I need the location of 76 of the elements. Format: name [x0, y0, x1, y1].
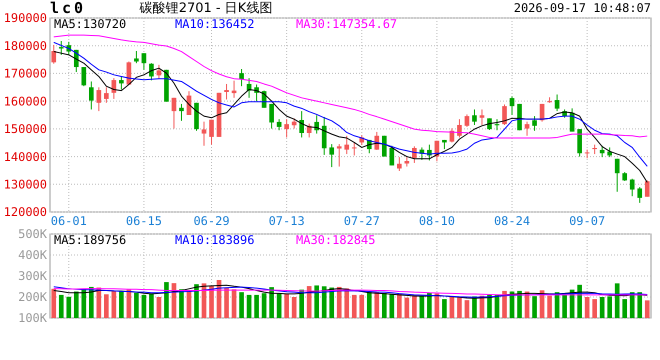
candlestick [644, 180, 650, 198]
candlestick [472, 108, 477, 126]
candlestick [149, 62, 154, 81]
y-tick-label: 190000 [4, 11, 47, 26]
candlestick [134, 50, 139, 64]
candlestick [119, 76, 124, 90]
candlestick [172, 97, 176, 130]
candlestick [464, 114, 470, 128]
candlestick [457, 118, 462, 138]
candlestick [104, 86, 109, 104]
candlestick [209, 119, 214, 146]
x-tick-label: 08-10 [418, 214, 455, 228]
y-tick-label: 150000 [4, 122, 47, 136]
text: MA5:189756 [54, 233, 126, 247]
candlestick [352, 142, 357, 156]
text: MA30:147354.67 [296, 17, 398, 31]
x-tick-label: 09-07 [569, 214, 606, 228]
x-tick-label: 07-13 [268, 214, 305, 228]
candlestick [276, 118, 282, 131]
candlestick [322, 116, 327, 156]
candlestick [88, 80, 94, 110]
y-tick-label: 170000 [4, 66, 47, 81]
y-tick-label: 160000 [4, 94, 47, 108]
candlestick [404, 156, 410, 168]
y-tick-label: 130000 [4, 177, 47, 192]
y-tick-label: 400K [18, 248, 48, 262]
candlestick [232, 80, 236, 98]
candlestick [284, 118, 289, 138]
text: MA10:136452 [175, 17, 254, 31]
candlestick [524, 121, 530, 136]
x-tick-label: 07-27 [344, 214, 380, 228]
y-tick-label: 120000 [4, 205, 47, 220]
candlestick [142, 52, 146, 70]
chart-title: 碳酸锂2701 - 日K线图 [138, 1, 272, 16]
text: MA10:183896 [175, 233, 254, 247]
text: MA30:182845 [296, 233, 376, 247]
line-series [53, 288, 648, 296]
x-tick-label: 08-24 [494, 214, 530, 228]
y-tick-label: 500K [18, 227, 48, 242]
candlestick [510, 96, 514, 116]
candlestick [607, 146, 612, 158]
line-series [53, 42, 648, 167]
y-tick-label: 140000 [4, 150, 47, 164]
candlestick [81, 66, 86, 87]
candlestick [532, 116, 537, 132]
candlestick [51, 44, 56, 64]
text: 2026-09-17 10:48:07 [514, 1, 651, 15]
candlestick [156, 64, 162, 80]
candlestick [292, 118, 296, 130]
candlestick [202, 121, 206, 146]
series-label: MA5:130720 [54, 17, 126, 31]
candlestick [96, 86, 102, 112]
candlestick [58, 40, 64, 56]
y-tick-label: 300K [18, 269, 48, 284]
y-tick-label: 100K [18, 311, 48, 326]
candlestick [224, 83, 229, 100]
candlestick [344, 135, 350, 155]
candlestick [179, 103, 184, 122]
candlestick [269, 103, 274, 130]
text: lc0 [50, 0, 86, 17]
candlestick [637, 186, 642, 204]
candlestick [614, 158, 620, 192]
candlestick [502, 104, 507, 126]
candlestick [112, 78, 116, 100]
x-tick-label: 06-29 [193, 214, 230, 228]
candlestick [554, 94, 560, 112]
candlestick [630, 178, 635, 197]
candlestick [329, 144, 334, 168]
x-tick-label: 06-15 [126, 214, 162, 228]
y-tick-label: 200K [18, 290, 48, 304]
candlestick [494, 118, 500, 131]
y-tick-label: 180000 [4, 38, 47, 53]
candlestick [397, 156, 402, 172]
candlestick [480, 108, 484, 126]
x-tick-label: 06-01 [50, 214, 87, 228]
candlestick [239, 68, 244, 87]
